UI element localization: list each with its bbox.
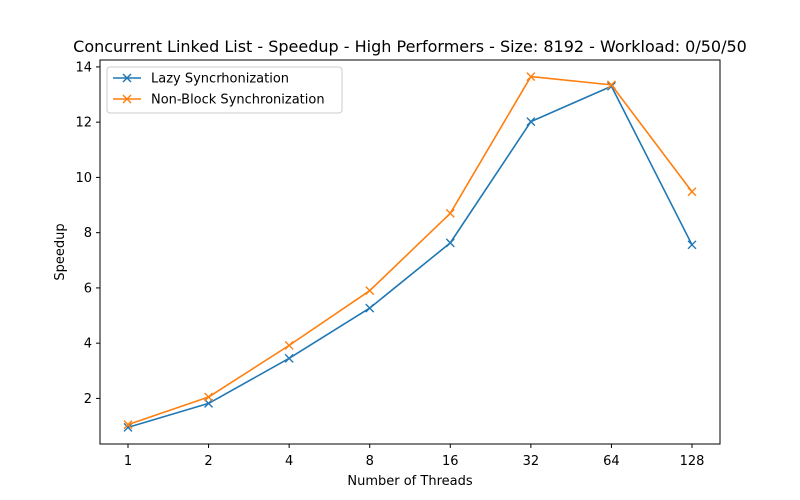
y-tick-label: 14 [75, 60, 92, 75]
data-point [123, 422, 133, 432]
legend-label: Lazy Syncrhonization [151, 72, 289, 87]
x-axis: 1 2 4 8 16 32 64 128 [124, 444, 705, 469]
x-tick-label: 16 [442, 454, 459, 469]
y-tick-label: 4 [84, 337, 92, 352]
series-layer [123, 72, 697, 432]
y-tick-label: 6 [84, 281, 92, 296]
y-tick-label: 12 [75, 116, 92, 131]
x-tick-label: 8 [366, 454, 374, 469]
x-tick-label: 2 [204, 454, 212, 469]
x-tick-label: 1 [124, 454, 132, 469]
data-point [526, 72, 536, 82]
data-point [365, 303, 375, 313]
series-2 [123, 72, 697, 430]
y-tick-label: 8 [84, 226, 92, 241]
data-point [687, 187, 697, 197]
data-point [365, 286, 375, 296]
plot-area [99, 59, 721, 445]
legend-marker [122, 73, 132, 83]
series-line [127, 75, 693, 426]
data-point [606, 80, 616, 90]
y-axis-label: Speedup [53, 223, 68, 280]
legend-label: Non-Block Synchronization [151, 93, 325, 108]
legend-marker [122, 94, 132, 104]
data-point [204, 398, 214, 408]
plot-frame [99, 59, 721, 445]
chart-title: Concurrent Linked List - Speedup - High … [73, 37, 747, 56]
x-tick-label: 4 [285, 454, 293, 469]
y-tick-label: 10 [75, 171, 92, 186]
data-point [526, 117, 536, 127]
x-tick-label: 128 [680, 454, 705, 469]
data-point [204, 392, 214, 402]
legend-entry: Lazy Syncrhonization [113, 72, 289, 87]
y-tick-label: 2 [84, 392, 92, 407]
x-tick-label: 32 [523, 454, 540, 469]
data-point [687, 240, 697, 250]
series-1 [123, 81, 697, 432]
legend-entry: Non-Block Synchronization [113, 93, 325, 108]
data-point [445, 208, 455, 218]
legend: Lazy Syncrhonization Non-Block Synchroniz… [106, 66, 343, 114]
data-point [284, 340, 294, 350]
x-tick-label: 64 [603, 454, 620, 469]
data-point [445, 238, 455, 248]
x-axis-label: Number of Threads [347, 474, 472, 489]
data-point [123, 420, 133, 430]
data-point [284, 353, 294, 363]
y-axis: 2 4 6 8 10 12 14 [75, 60, 100, 407]
series-line [127, 85, 693, 429]
legend-box [106, 66, 343, 114]
